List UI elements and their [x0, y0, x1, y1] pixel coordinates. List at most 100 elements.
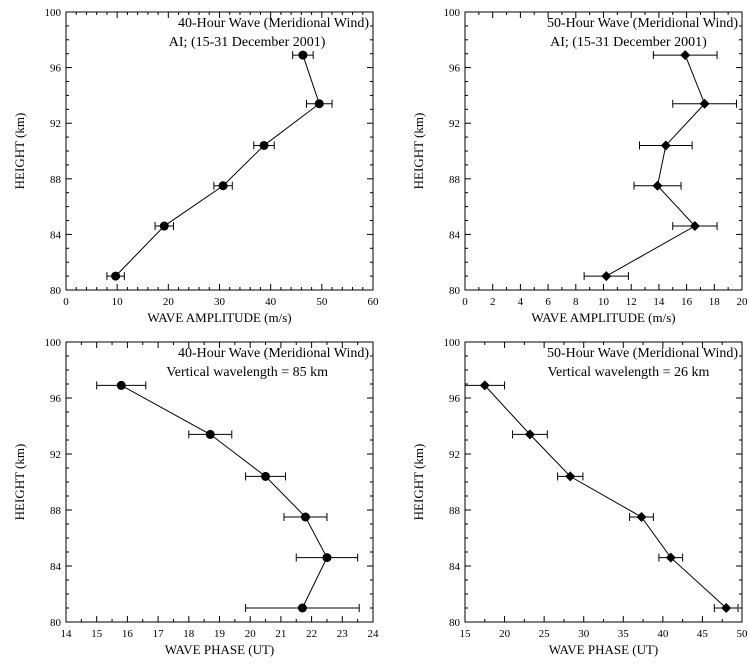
panel-phase-40h: 14 15 16 17 18 19 20 21 22 23 24 80 84 88 92 96 100 WAVE … — [12, 337, 379, 657]
x-tick-label: 4 — [518, 296, 524, 308]
y-tick-label: 88 — [449, 505, 461, 517]
x-tick-label: 20 — [737, 296, 749, 308]
panel-amplitude-40h: 0 10 20 30 40 50 60 80 84 88 92 96 100 WAVE AMPLITUDE… — [12, 7, 379, 325]
data-point — [259, 140, 269, 150]
chart-title: 40-Hour Wave (Meridional Wind) — [178, 346, 369, 361]
y-axis-label: HEIGHT (km) — [12, 444, 27, 521]
y-tick-label: 92 — [449, 449, 460, 461]
y-axis-label: HEIGHT (km) — [411, 444, 426, 521]
x-tick-label: 0 — [462, 296, 468, 308]
chart-subtitle: AI; (15-31 December 2001) — [169, 35, 326, 50]
y-tick-label: 88 — [50, 174, 62, 186]
plot-frame — [65, 11, 374, 291]
series-line — [115, 54, 320, 277]
x-tick-label: 12 — [626, 296, 637, 308]
data-point — [298, 50, 308, 60]
series-line — [121, 384, 328, 609]
y-tick-label: 100 — [45, 337, 62, 349]
chart-subtitle: Vertical wavelength = 85 km — [166, 365, 328, 380]
x-tick-label: 14 — [61, 628, 73, 640]
x-tick-label: 17 — [153, 628, 165, 640]
data-point — [565, 471, 576, 482]
y-axis-label: HEIGHT (km) — [12, 113, 27, 190]
x-tick-label: 45 — [697, 628, 709, 640]
data-point — [322, 553, 332, 563]
y-tick-label: 80 — [50, 285, 62, 297]
data-point — [261, 471, 271, 481]
data-point — [689, 221, 700, 232]
chart-subtitle: Vertical wavelength = 26 km — [548, 365, 710, 380]
chart-subtitle: AI; (15-31 December 2001) — [550, 35, 707, 50]
y-tick-label: 80 — [50, 617, 62, 629]
x-tick-label: 16 — [681, 296, 693, 308]
x-tick-label: 0 — [63, 296, 69, 308]
data-point — [159, 221, 169, 231]
chart-title: 40-Hour Wave (Meridional Wind) — [178, 16, 369, 31]
panel-phase-50h: 15 20 25 30 35 40 45 50 80 84 88 92 96 100 WAVE PHASE … — [411, 337, 748, 657]
x-tick-label: 23 — [337, 628, 349, 640]
y-tick-label: 84 — [50, 229, 62, 241]
x-tick-label: 16 — [122, 628, 134, 640]
x-tick-label: 10 — [112, 296, 124, 308]
x-tick-label: 25 — [539, 628, 551, 640]
x-tick-label: 2 — [490, 296, 496, 308]
y-tick-label: 100 — [45, 7, 62, 19]
x-tick-label: 21 — [275, 628, 286, 640]
x-tick-label: 40 — [265, 296, 277, 308]
data-point — [665, 552, 676, 563]
x-tick-label: 60 — [368, 296, 380, 308]
x-tick-label: 19 — [214, 628, 226, 640]
y-tick-label: 88 — [449, 174, 461, 186]
data-point — [680, 50, 691, 61]
y-tick-label: 80 — [449, 285, 461, 297]
series-line — [484, 385, 727, 609]
x-tick-label: 18 — [709, 296, 721, 308]
x-tick-label: 20 — [245, 628, 257, 640]
x-tick-label: 20 — [163, 296, 175, 308]
data-point — [699, 98, 710, 109]
data-point — [524, 429, 535, 440]
data-point — [601, 271, 612, 282]
y-tick-label: 96 — [50, 63, 62, 75]
x-tick-label: 15 — [91, 628, 103, 640]
x-tick-label: 20 — [499, 628, 511, 640]
x-axis-label: WAVE AMPLITUDE (m/s) — [147, 310, 291, 325]
data-point — [218, 181, 228, 191]
plot-frame — [65, 341, 374, 623]
data-point — [300, 512, 310, 522]
plot-frame — [464, 11, 743, 291]
y-tick-label: 84 — [50, 561, 62, 573]
y-tick-label: 92 — [449, 118, 460, 130]
x-tick-label: 15 — [460, 628, 472, 640]
x-tick-label: 30 — [214, 296, 226, 308]
y-tick-label: 92 — [50, 118, 61, 130]
x-tick-label: 40 — [657, 628, 669, 640]
y-axis-label: HEIGHT (km) — [411, 113, 426, 190]
y-tick-label: 96 — [449, 393, 461, 405]
data-point — [111, 271, 121, 281]
data-point — [660, 140, 671, 151]
y-tick-label: 96 — [449, 63, 461, 75]
data-point — [652, 180, 663, 191]
panel-amplitude-50h: 0 2 4 6 8 10 12 14 16 18 20 80 84 88 92 96 100 WAVE AMPLI… — [411, 7, 748, 325]
data-point — [314, 99, 324, 109]
x-axis-label: WAVE PHASE (UT) — [549, 642, 659, 657]
x-tick-label: 30 — [578, 628, 590, 640]
x-tick-label: 24 — [368, 628, 380, 640]
y-tick-label: 96 — [50, 393, 62, 405]
y-tick-label: 80 — [449, 617, 461, 629]
series-line — [606, 54, 706, 277]
x-tick-label: 14 — [653, 296, 665, 308]
x-tick-label: 10 — [598, 296, 610, 308]
y-tick-label: 88 — [50, 505, 62, 517]
data-point — [297, 603, 307, 613]
y-tick-label: 84 — [449, 229, 461, 241]
x-tick-label: 50 — [316, 296, 328, 308]
data-point — [205, 429, 215, 439]
data-point — [721, 603, 732, 613]
x-tick-label: 50 — [737, 628, 749, 640]
data-point — [116, 380, 126, 390]
plot-frame — [464, 341, 743, 623]
x-tick-label: 8 — [573, 296, 579, 308]
x-axis-label: WAVE PHASE (UT) — [165, 642, 275, 657]
